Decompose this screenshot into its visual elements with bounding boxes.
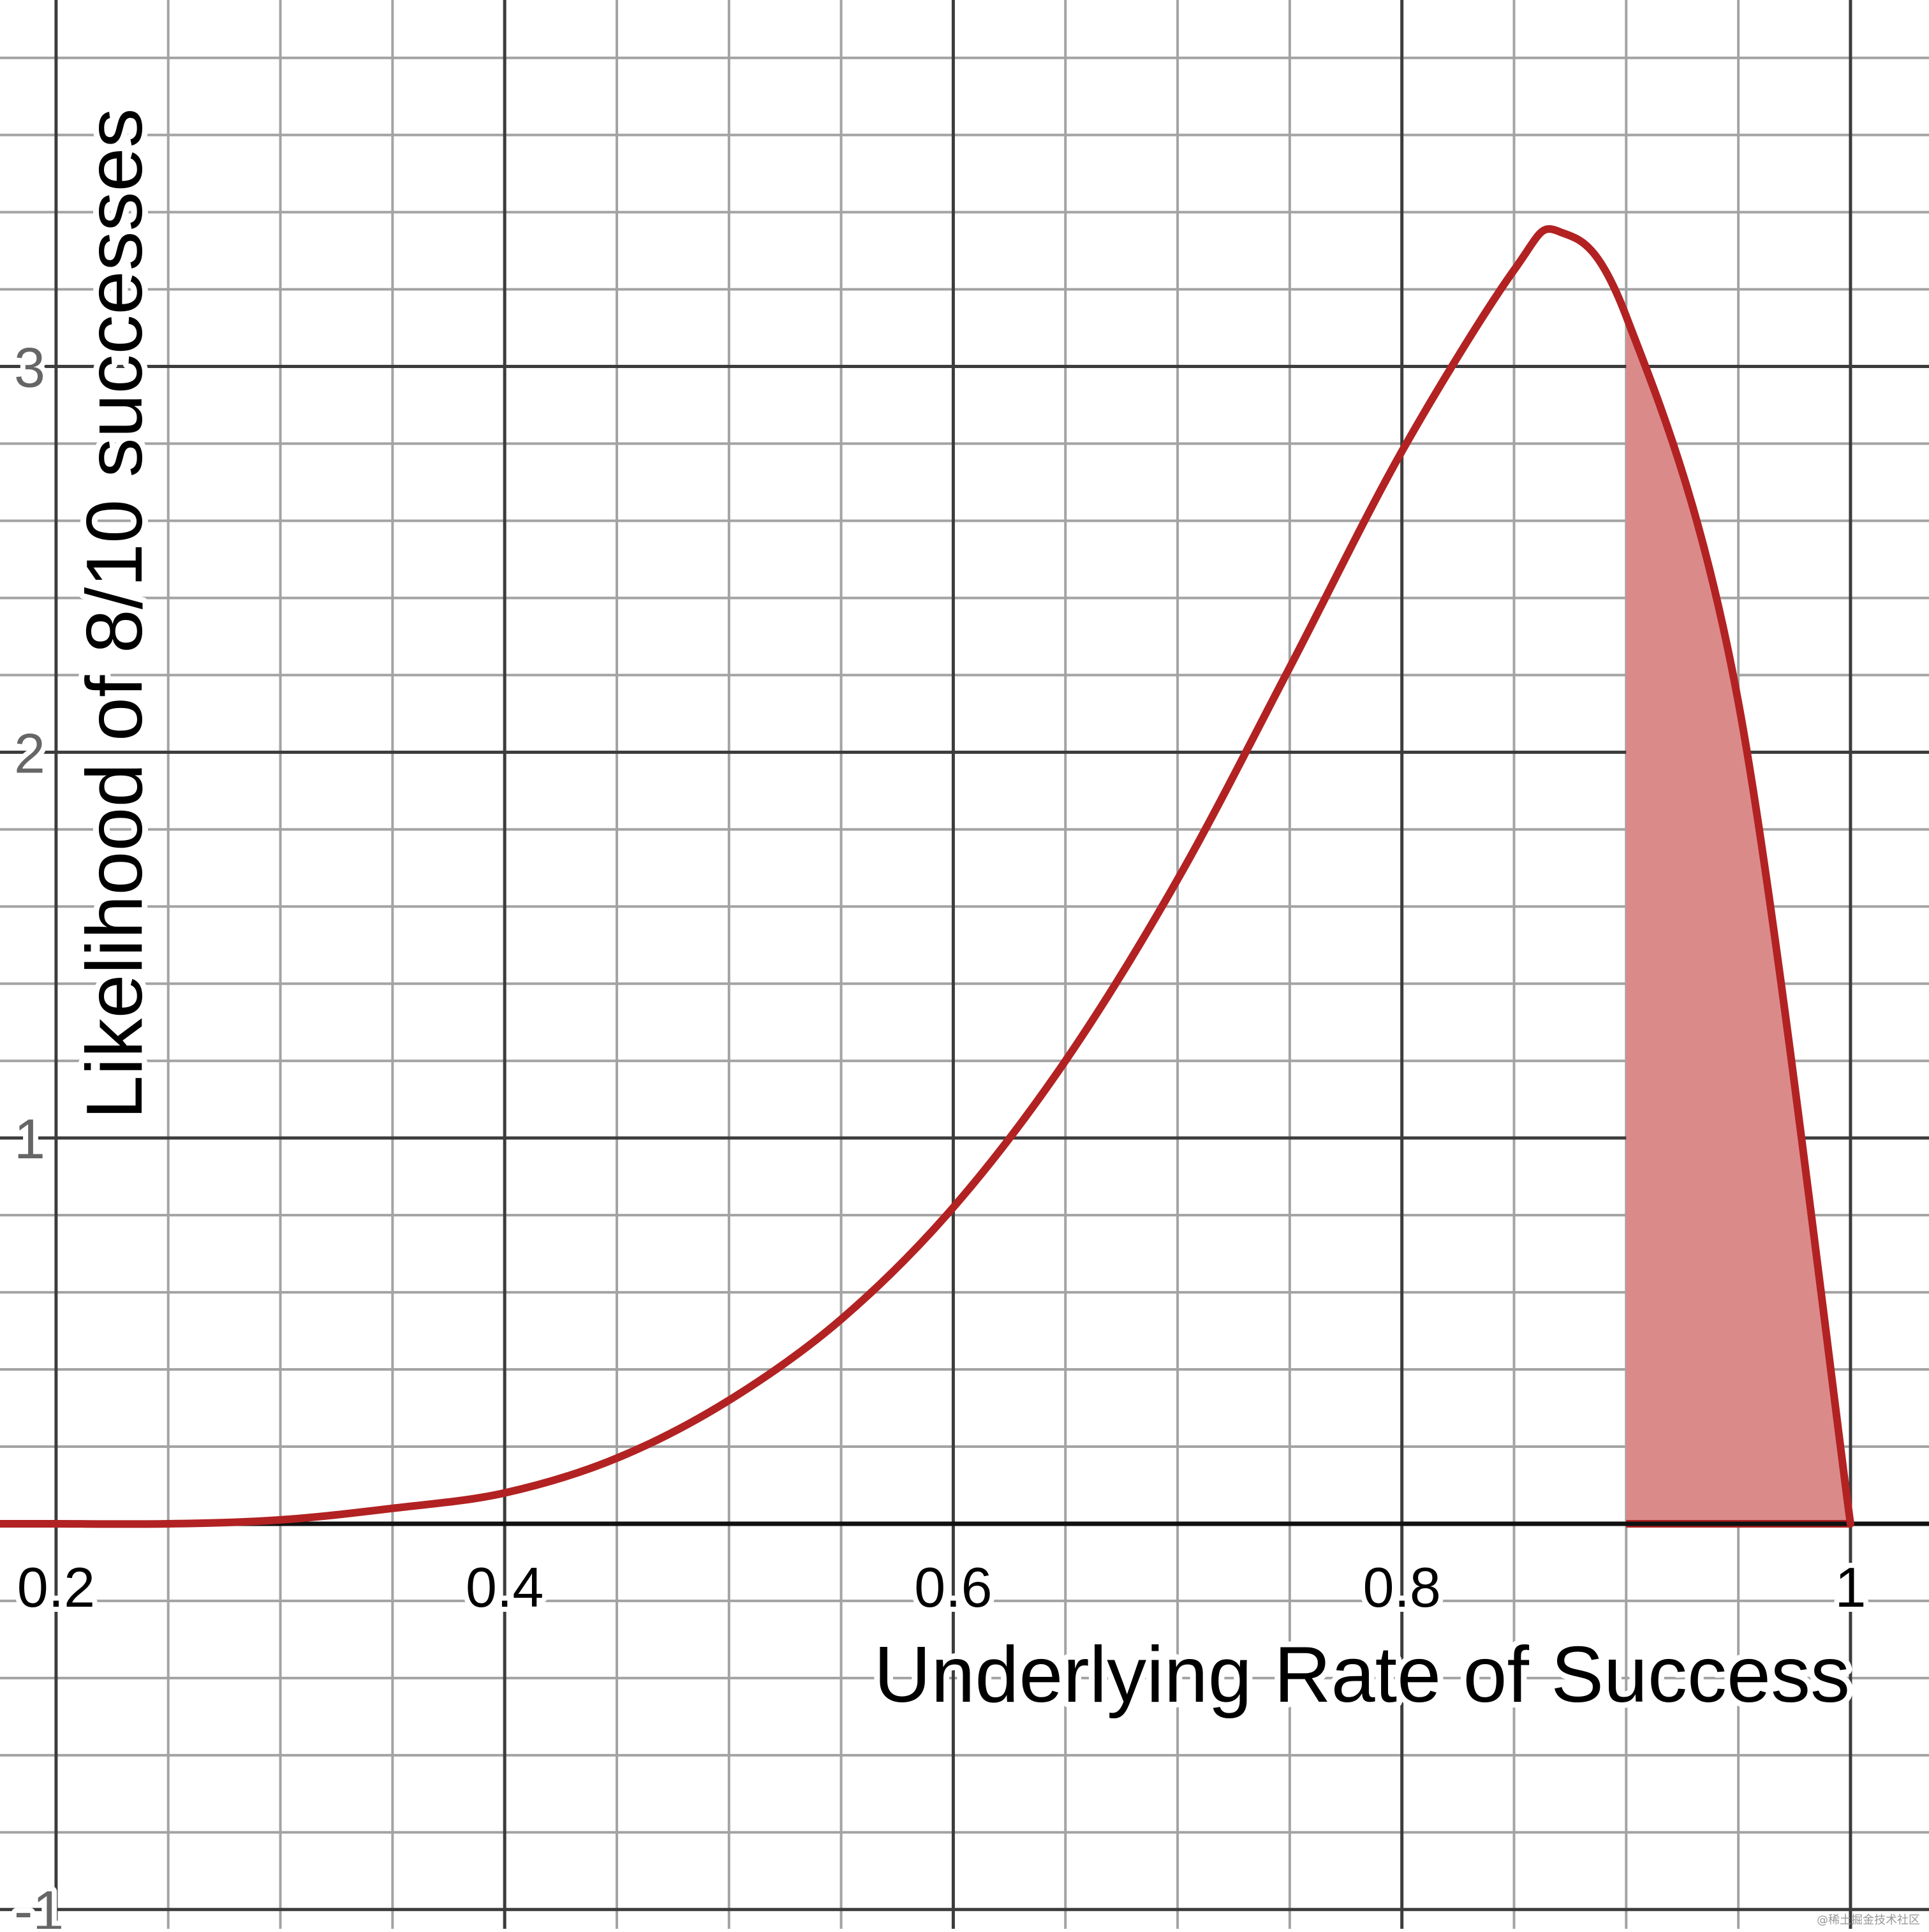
y-tick-label: 3: [14, 336, 45, 399]
x-tick-label: 0.8: [1363, 1556, 1441, 1619]
shaded-area: [1626, 316, 1851, 1524]
series-line: [0, 225, 1854, 1528]
x-tick-label: 0.4: [466, 1556, 543, 1619]
x-axis-title: Underlying Rate of Success: [874, 1631, 1850, 1719]
y-axis-title: Likelihood of 8/10 successes: [71, 108, 159, 1119]
y-tick-label: -1: [14, 1879, 64, 1929]
watermark-text: @稀土掘金技术社区: [1817, 1914, 1920, 1927]
y-tick-label: 2: [14, 721, 45, 785]
x-tick-label: 1: [1835, 1556, 1866, 1619]
y-tick-label: 1: [14, 1107, 45, 1170]
x-tick-label: 0.2: [17, 1556, 95, 1619]
tick-label-layer: 0.2 0.4 0.6 0.8 1 -1 1 2 3: [9, 331, 1871, 1932]
series-layer: [0, 225, 1854, 1528]
x-tick-label: 0.6: [914, 1556, 992, 1619]
